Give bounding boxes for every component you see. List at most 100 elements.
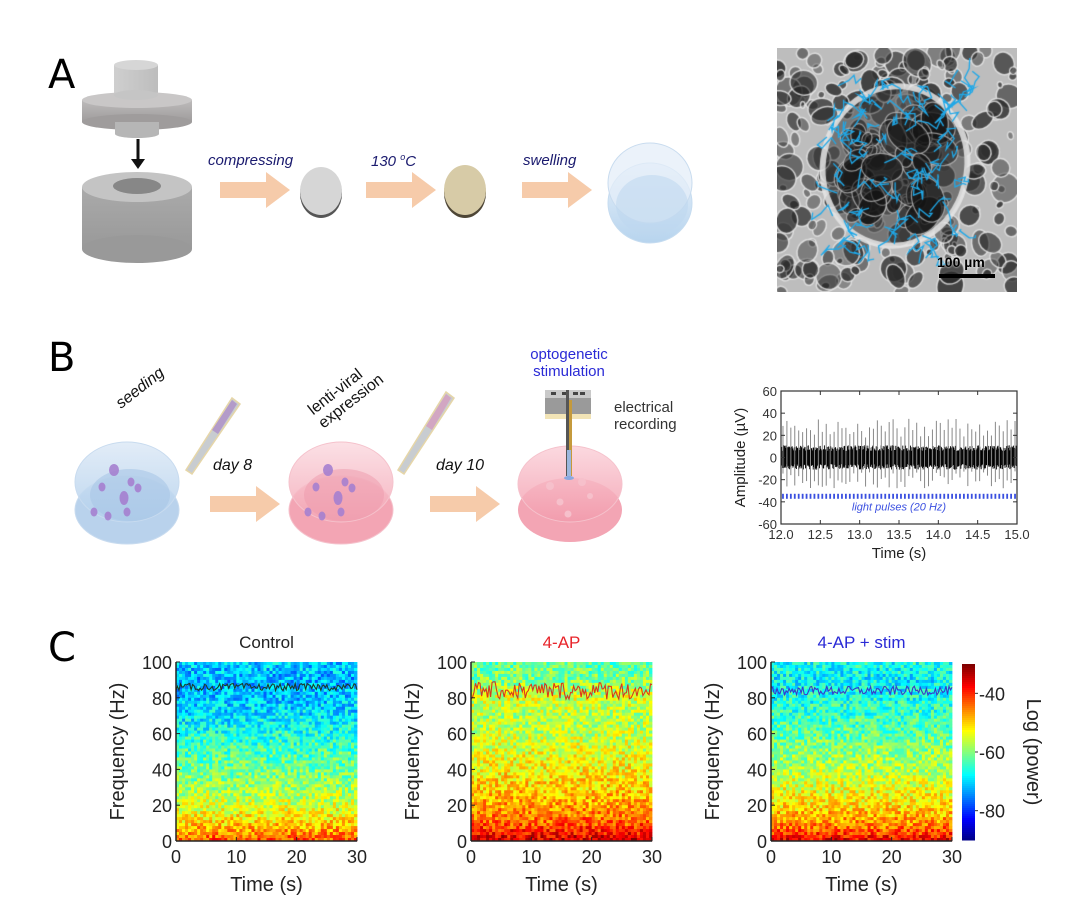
heatmap-cell	[221, 688, 225, 693]
heatmap-cell	[233, 727, 237, 732]
heatmap-cell	[317, 772, 322, 776]
heatmap-cell	[305, 712, 310, 717]
heatmap-cell	[588, 700, 593, 705]
heatmap-cell	[567, 667, 571, 672]
heatmap-cell	[206, 700, 210, 705]
heatmap-cell	[245, 742, 249, 746]
heatmap-cell	[191, 691, 195, 696]
heatmap-cell	[311, 826, 316, 830]
heatmap-cell	[320, 829, 325, 833]
heatmap-cell	[200, 829, 204, 833]
heatmap-cell	[501, 667, 505, 672]
heatmap-cell	[215, 679, 219, 684]
heatmap-cell	[287, 748, 292, 752]
heatmap-cell	[564, 718, 568, 723]
heatmap-cell	[284, 718, 289, 723]
heatmap-cell	[254, 772, 258, 776]
heatmap-cell	[483, 694, 487, 699]
heatmap-cell	[477, 712, 481, 717]
heatmap-cell	[254, 700, 258, 705]
heatmap-cell	[269, 802, 273, 806]
heatmap-cell	[326, 772, 331, 776]
heatmap-cell	[299, 829, 304, 833]
heatmap-cell	[260, 823, 264, 827]
heatmap-cell	[296, 703, 301, 708]
heatmap-cell	[317, 682, 322, 687]
heatmap-cell	[338, 739, 343, 743]
heatmap-cell	[287, 739, 292, 743]
heatmap-cell	[290, 730, 295, 734]
heatmap-cell	[224, 703, 228, 708]
heatmap-cell	[191, 748, 195, 752]
heatmap-cell	[191, 751, 195, 755]
heatmap-cell	[230, 808, 234, 812]
heatmap-cell	[353, 769, 358, 773]
heatmap-cell	[308, 796, 313, 800]
heatmap-cell	[353, 802, 358, 806]
heatmap-cell	[305, 691, 310, 696]
heatmap-cell	[594, 706, 599, 711]
heatmap-cell	[594, 667, 599, 672]
heatmap-cell	[221, 784, 225, 788]
heatmap-cell	[338, 796, 343, 800]
heatmap-cell	[212, 703, 216, 708]
heatmap-cell	[305, 676, 310, 681]
heatmap-cell	[519, 679, 523, 684]
heatmap-cell	[236, 745, 240, 749]
heatmap-cell	[347, 721, 352, 726]
heatmap-cell	[188, 727, 192, 732]
heatmap-cell	[471, 715, 475, 720]
heatmap-cell	[176, 769, 180, 773]
heatmap-cell	[290, 733, 295, 737]
heatmap-cell	[194, 670, 198, 675]
heatmap-cell	[495, 667, 499, 672]
heatmap-cell	[272, 751, 276, 755]
heatmap-cell	[516, 685, 520, 690]
heatmap-cell	[350, 805, 355, 809]
heatmap-cell	[498, 670, 502, 675]
heatmap-cell	[335, 694, 340, 699]
heatmap-cell	[287, 826, 292, 830]
heatmap-cell	[269, 706, 273, 711]
heatmap-cell	[347, 763, 352, 767]
heatmap-cell	[353, 793, 358, 797]
heatmap-cell	[257, 670, 261, 675]
heatmap-cell	[278, 751, 282, 755]
heatmap-cell	[221, 811, 225, 815]
heatmap-cell	[495, 664, 499, 669]
heatmap-cell	[335, 685, 340, 690]
heatmap-cell	[347, 793, 352, 797]
heatmap-cell	[320, 808, 325, 812]
heatmap-cell	[254, 676, 258, 681]
heatmap-cell	[320, 736, 325, 740]
heatmap-cell	[341, 662, 346, 666]
heatmap-cell	[534, 706, 538, 711]
heatmap-cell	[347, 727, 352, 732]
heatmap-cell	[528, 673, 532, 678]
heatmap-cell	[275, 814, 279, 818]
heatmap-cell	[323, 799, 328, 803]
heatmap-cell	[501, 694, 505, 699]
heatmap-cell	[287, 676, 292, 681]
heatmap-cell	[200, 823, 204, 827]
heatmap-cell	[284, 817, 289, 821]
heatmap-cell	[329, 664, 334, 669]
heatmap-cell	[281, 754, 285, 758]
heatmap-cell	[621, 709, 626, 714]
heatmap-cell	[233, 748, 237, 752]
heatmap-cell	[594, 664, 599, 669]
heatmap-cell	[287, 685, 292, 690]
heatmap-cell	[293, 694, 298, 699]
heatmap-cell	[284, 730, 289, 734]
heatmap-cell	[597, 712, 602, 717]
heatmap-cell	[311, 805, 316, 809]
heatmap-cell	[263, 679, 267, 684]
heatmap-cell	[606, 667, 611, 672]
heatmap-cell	[537, 688, 541, 693]
heatmap-cell	[344, 694, 349, 699]
heatmap-cell	[245, 793, 249, 797]
heatmap-cell	[353, 679, 358, 684]
heatmap-cell	[332, 745, 337, 749]
heatmap-cell	[489, 670, 493, 675]
heatmap-cell	[606, 718, 611, 723]
